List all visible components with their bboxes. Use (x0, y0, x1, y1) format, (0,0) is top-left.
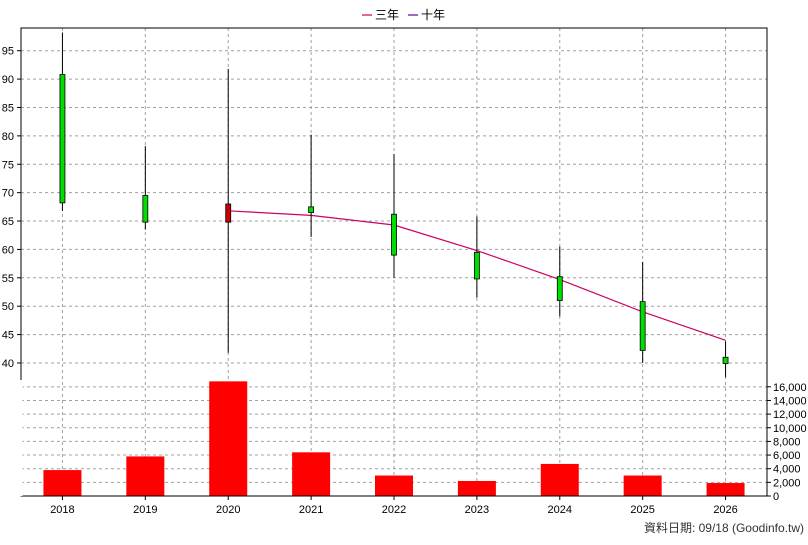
price-tick-label-65: 65 (2, 216, 14, 228)
volume-bar-2019 (126, 456, 165, 496)
candle-body-2018 (59, 74, 66, 204)
x-tick-label-2023: 2023 (465, 504, 489, 516)
price-tick-label-40: 40 (2, 358, 14, 370)
price-tick-label-90: 90 (2, 74, 14, 86)
candle-body-2022 (391, 213, 397, 256)
volume-bar-2026 (706, 483, 745, 496)
volume-tick-label-12000: 12,000 (773, 409, 807, 421)
volume-tick-label-0: 0 (773, 491, 779, 503)
volume-bar-2021 (292, 452, 331, 496)
price-tick-label-50: 50 (2, 301, 14, 313)
price-tick-label-95: 95 (2, 46, 14, 58)
legend-label-1: 十年 (421, 8, 445, 22)
candle-body-2019 (142, 195, 149, 223)
candle-body-2026 (722, 356, 729, 364)
x-tick-label-2020: 2020 (216, 504, 240, 516)
candlesticks (59, 32, 729, 378)
volume-tick-label-4000: 4,000 (773, 464, 801, 476)
price-tick-label-60: 60 (2, 244, 14, 256)
source-label: 資料日期: 09/18 (Goodinfo.tw) (644, 521, 804, 535)
volume-tick-label-6000: 6,000 (773, 450, 801, 462)
price-tick-label-80: 80 (2, 131, 14, 143)
volume-bar-2025 (623, 475, 662, 496)
x-tick-label-2021: 2021 (299, 504, 323, 516)
x-tick-label-2025: 2025 (630, 504, 654, 516)
volume-bars (43, 381, 745, 496)
price-tick-label-70: 70 (2, 188, 14, 200)
price-axis: 40 45 50 55 60 65 70 75 80 85 90 95 (2, 46, 21, 370)
volume-bar-2020 (209, 381, 248, 496)
candle-body-2020 (225, 203, 232, 223)
price-tick-label-75: 75 (2, 159, 14, 171)
x-tick-label-2019: 2019 (133, 504, 157, 516)
volume-bar-2024 (540, 463, 579, 496)
candle-body-2024 (556, 276, 563, 301)
volume-bar-2018 (43, 470, 82, 496)
volume-bar-2023 (457, 480, 496, 496)
legend-label-0: 三年 (375, 8, 399, 22)
volume-tick-label-14000: 14,000 (773, 395, 807, 407)
x-tick-label-2018: 2018 (50, 504, 74, 516)
volume-tick-label-10000: 10,000 (773, 423, 807, 435)
candle-body-2023 (473, 251, 480, 280)
price-tick-label-55: 55 (2, 273, 14, 285)
x-axis: 2018 2019 2020 2021 2022 2023 2024 2025 2026 (50, 496, 738, 516)
x-tick-label-2022: 2022 (382, 504, 406, 516)
candle-body-2021 (308, 206, 315, 213)
price-tick-label-45: 45 (2, 330, 14, 342)
volume-tick-label-2000: 2,000 (773, 477, 801, 489)
price-tick-label-85: 85 (2, 102, 14, 114)
x-tick-label-2024: 2024 (548, 504, 572, 516)
candle-body-2025 (639, 301, 646, 351)
volume-bar-2022 (375, 475, 413, 496)
legend: 三年 十年 (362, 8, 445, 22)
volume-tick-label-8000: 8,000 (773, 436, 801, 448)
x-tick-label-2026: 2026 (713, 504, 737, 516)
volume-tick-label-16000: 16,000 (773, 382, 807, 394)
